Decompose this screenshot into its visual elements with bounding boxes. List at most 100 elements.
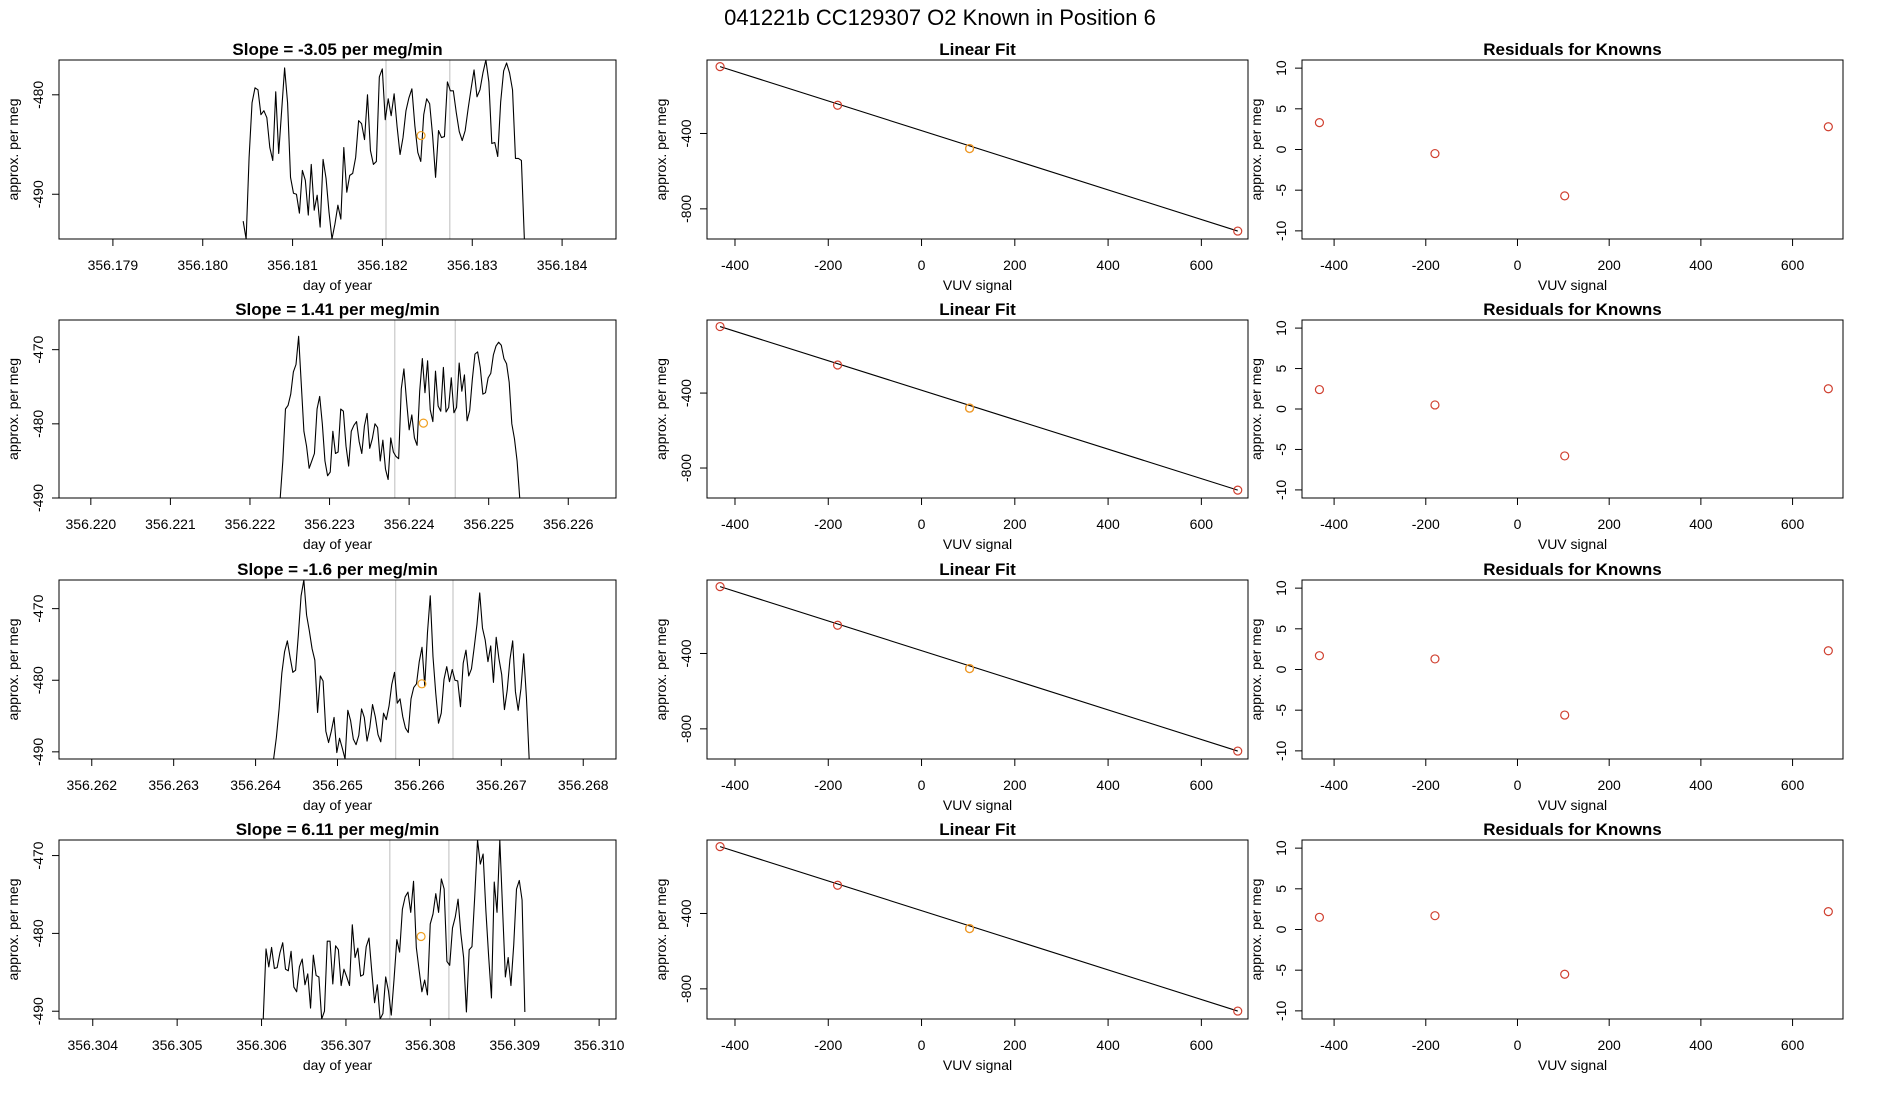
- x-tick-label: 356.181: [267, 257, 318, 273]
- data-point: [1560, 710, 1570, 720]
- panel-title: Slope = 1.41 per meg/min: [235, 300, 440, 319]
- x-tick-label: 356.221: [145, 516, 196, 532]
- x-tick-label: 356.305: [152, 1037, 203, 1053]
- x-tick-label: 356.307: [321, 1037, 372, 1053]
- x-tick-label: -400: [721, 516, 749, 532]
- y-axis-label: approx. per meg: [5, 879, 21, 981]
- figure-title: 041221b CC129307 O2 Known in Position 6: [724, 5, 1156, 30]
- x-axis-label: day of year: [303, 536, 373, 552]
- y-tick-label: -10: [1273, 741, 1289, 761]
- x-tick-label: 400: [1689, 1037, 1713, 1053]
- panel-r3-c2: Linear Fit VUV signal approx. per meg -400 -…: [653, 560, 1249, 813]
- x-tick-label: 600: [1781, 257, 1805, 273]
- plot-frame: [1301, 839, 1844, 1020]
- data-point: [1560, 191, 1570, 201]
- x-tick-label: 200: [1597, 516, 1621, 532]
- mean-point: [416, 130, 426, 141]
- data-point: [715, 841, 725, 852]
- x-tick-label: 200: [1003, 516, 1027, 532]
- plot-frame: [1301, 579, 1844, 760]
- mean-point: [416, 931, 426, 942]
- unknown-point: [964, 403, 975, 413]
- y-tick-label: -400: [678, 379, 694, 407]
- signal-trace: [262, 840, 526, 1019]
- panel-r4-c3: Residuals for Knowns VUV signal approx. pe…: [1248, 820, 1844, 1073]
- x-tick-label: -200: [1412, 777, 1440, 793]
- y-tick-label: -5: [1273, 443, 1289, 456]
- data-point: [715, 321, 725, 332]
- panel-title: Linear Fit: [939, 820, 1016, 839]
- data-point: [1314, 651, 1325, 661]
- y-tick-label: -490: [30, 997, 46, 1025]
- plot-area: [715, 61, 1243, 236]
- data-point: [715, 581, 725, 592]
- x-tick-label: 356.309: [489, 1037, 540, 1053]
- data-point: [1823, 384, 1833, 394]
- plot-frame: [58, 59, 617, 240]
- x-tick-label: -200: [1412, 516, 1440, 532]
- fit-line: [719, 326, 1238, 491]
- x-axis-label: VUV signal: [943, 277, 1012, 293]
- x-tick-label: 356.310: [574, 1037, 625, 1053]
- data-point: [832, 100, 843, 110]
- y-axis-label: approx. per meg: [1248, 879, 1264, 981]
- y-tick-label: 0: [1273, 405, 1289, 413]
- panel-r3-c3: Residuals for Knowns VUV signal approx. pe…: [1248, 560, 1844, 813]
- x-tick-label: 356.222: [225, 516, 276, 532]
- x-tick-label: 356.264: [230, 777, 281, 793]
- unknown-point: [964, 143, 975, 154]
- y-tick-label: -10: [1273, 1001, 1289, 1021]
- plot-area: [279, 320, 521, 498]
- x-tick-label: 356.267: [476, 777, 527, 793]
- x-tick-label: 400: [1096, 516, 1120, 532]
- y-tick-label: 10: [1273, 60, 1289, 76]
- plot-area: [715, 841, 1243, 1016]
- fit-line: [719, 66, 1238, 232]
- x-tick-label: 356.183: [447, 257, 498, 273]
- x-tick-label: 356.266: [394, 777, 445, 793]
- y-tick-label: -490: [30, 738, 46, 766]
- x-tick-label: 0: [918, 777, 926, 793]
- y-tick-label: -480: [30, 81, 46, 109]
- y-tick-label: 10: [1273, 320, 1289, 336]
- panel-title: Linear Fit: [939, 40, 1016, 59]
- plot-area: [262, 840, 526, 1019]
- y-tick-label: 5: [1273, 105, 1289, 113]
- x-tick-label: -200: [814, 1037, 842, 1053]
- x-tick-label: -400: [721, 1037, 749, 1053]
- y-tick-label: -490: [30, 484, 46, 512]
- x-tick-label: -200: [1412, 257, 1440, 273]
- y-axis-label: approx. per meg: [653, 99, 669, 201]
- x-tick-label: 600: [1190, 777, 1214, 793]
- y-tick-label: -10: [1273, 480, 1289, 500]
- x-tick-label: 356.179: [88, 257, 139, 273]
- x-tick-label: 600: [1781, 516, 1805, 532]
- panel-title: Linear Fit: [939, 560, 1016, 579]
- x-tick-label: 356.308: [405, 1037, 456, 1053]
- unknown-point: [964, 923, 975, 934]
- x-tick-label: -200: [814, 257, 842, 273]
- x-tick-label: 200: [1597, 777, 1621, 793]
- y-tick-label: -480: [30, 919, 46, 947]
- y-tick-label: -490: [30, 180, 46, 208]
- unknown-point: [964, 663, 975, 674]
- panel-r1-c1: Slope = -3.05 per meg/min day of year appr…: [5, 40, 617, 293]
- x-tick-label: 356.304: [67, 1037, 118, 1053]
- x-tick-label: 400: [1689, 257, 1713, 273]
- data-point: [1233, 485, 1243, 495]
- y-tick-label: -470: [30, 841, 46, 869]
- x-tick-label: 600: [1190, 257, 1214, 273]
- plot-area: [242, 60, 525, 239]
- x-axis-label: VUV signal: [943, 536, 1012, 552]
- x-tick-label: -400: [1320, 257, 1348, 273]
- y-tick-label: -800: [678, 715, 694, 743]
- x-tick-label: 356.268: [558, 777, 609, 793]
- panel-r2-c3: Residuals for Knowns VUV signal approx. pe…: [1248, 300, 1844, 552]
- y-tick-label: -800: [678, 975, 694, 1003]
- y-tick-label: 10: [1273, 840, 1289, 856]
- x-tick-label: 200: [1597, 257, 1621, 273]
- plot-frame: [706, 319, 1249, 499]
- y-tick-label: -800: [678, 195, 694, 223]
- panel-title: Residuals for Knowns: [1483, 40, 1662, 59]
- data-point: [1560, 969, 1570, 979]
